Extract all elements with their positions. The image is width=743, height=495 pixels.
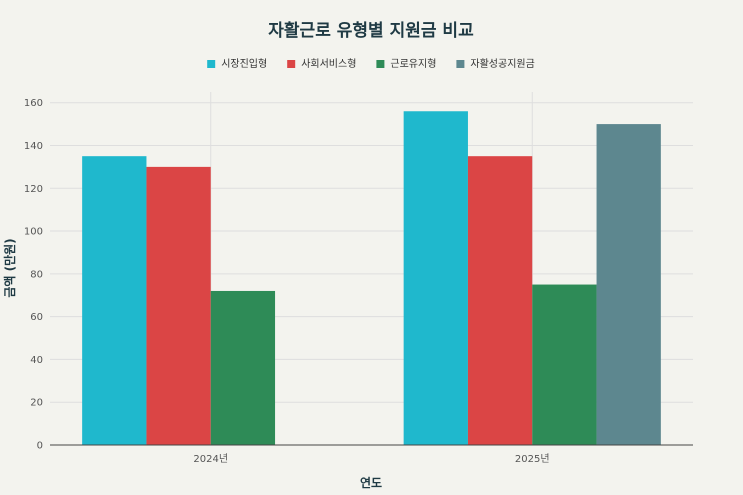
legend-label: 근로유지형	[390, 58, 436, 70]
legend-item: 근로유지형	[376, 58, 436, 70]
y-tick-label: 140	[24, 141, 43, 152]
y-tick-label: 0	[37, 441, 43, 452]
legend-item: 자활성공지원금	[456, 57, 535, 70]
x-axis-title: 연도	[360, 475, 382, 490]
y-tick-label: 80	[30, 269, 43, 280]
y-tick-label: 40	[30, 355, 43, 366]
x-tick-label: 2024년	[193, 453, 228, 465]
legend-swatch	[456, 60, 465, 68]
y-tick-label: 160	[24, 98, 43, 109]
bars	[82, 111, 661, 445]
bar	[82, 156, 147, 445]
y-axis-title: 금액 (만원)	[2, 238, 17, 297]
bar	[532, 284, 597, 445]
y-axis-ticks: 0 20 40 60 80 100 120 140 160	[24, 98, 43, 451]
y-tick-label: 120	[24, 184, 43, 195]
x-axis-ticks: 2024년 2025년	[193, 453, 549, 465]
legend-label: 시장진입형	[221, 57, 267, 70]
x-tick-label: 2025년	[515, 453, 550, 465]
bar	[146, 166, 211, 445]
bar	[210, 290, 276, 445]
legend-swatch	[376, 60, 385, 68]
legend-label: 자활성공지원금	[470, 57, 534, 70]
bar	[467, 156, 533, 445]
legend-item: 사회서비스형	[287, 58, 356, 70]
chart-title: 자활근로 유형별 지원금 비교	[268, 20, 474, 41]
bar	[403, 111, 468, 445]
legend-item: 시장진입형	[207, 57, 267, 70]
bar	[596, 124, 661, 445]
legend-swatch	[287, 60, 296, 68]
legend: 시장진입형 사회서비스형 근로유지형 자활성공지원금	[207, 57, 535, 70]
legend-swatch	[207, 60, 216, 68]
y-tick-label: 60	[30, 312, 43, 323]
y-tick-label: 100	[24, 227, 43, 238]
legend-label: 사회서비스형	[301, 58, 356, 70]
y-tick-label: 20	[30, 398, 43, 409]
